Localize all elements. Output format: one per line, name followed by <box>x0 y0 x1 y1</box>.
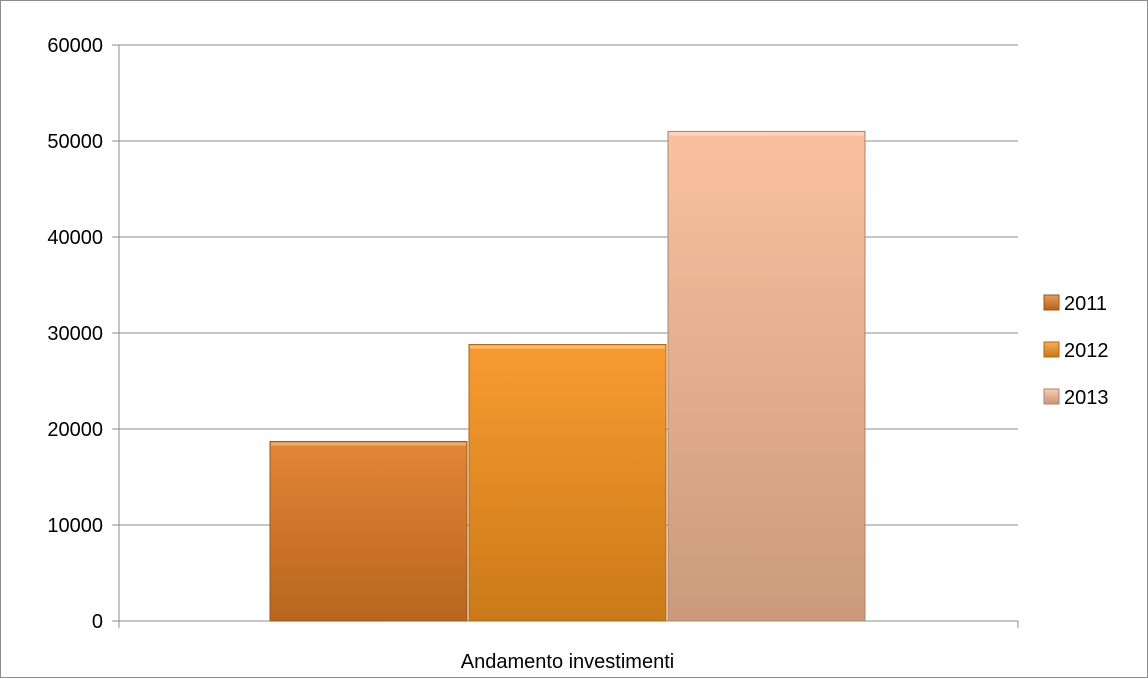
legend-swatch-2011 <box>1043 294 1060 311</box>
bar-2011 <box>269 440 468 622</box>
y-tick-label: 40000 <box>47 227 103 249</box>
bars <box>269 130 866 622</box>
bar-2012 <box>468 344 667 622</box>
legend-swatch-2012 <box>1043 341 1060 358</box>
legend: 2011 2012 2013 <box>1043 293 1109 409</box>
y-tick-label: 0 <box>92 611 103 633</box>
y-tick-label: 10000 <box>47 515 103 537</box>
bar-highlight-2012 <box>470 345 665 349</box>
y-tick-label: 50000 <box>47 131 103 153</box>
legend-label-2012: 2012 <box>1064 340 1109 362</box>
y-tick-label: 20000 <box>47 419 103 441</box>
legend-label-2011: 2011 <box>1064 293 1107 315</box>
legend-label-2013: 2013 <box>1064 387 1109 409</box>
y-tick-label: 30000 <box>47 323 103 345</box>
bar-highlight-2013 <box>669 132 864 136</box>
x-category-label: Andamento investimenti <box>461 651 674 673</box>
gridlines <box>119 44 1018 526</box>
axis-labels: 0 10000 20000 30000 40000 50000 60000 Andamento… <box>47 35 674 673</box>
bar-2013 <box>667 130 866 622</box>
legend-swatch-2013 <box>1043 388 1060 405</box>
bar-highlight-2011 <box>271 442 466 446</box>
y-tick-label: 60000 <box>47 35 103 57</box>
